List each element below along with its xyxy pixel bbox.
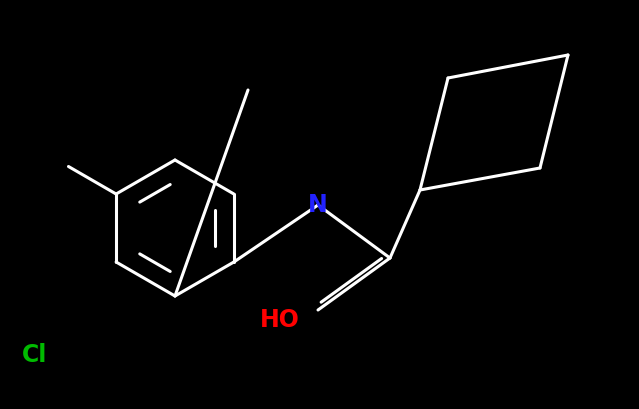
Text: N: N bbox=[308, 193, 328, 217]
Text: HO: HO bbox=[260, 308, 300, 332]
Text: Cl: Cl bbox=[22, 343, 48, 367]
